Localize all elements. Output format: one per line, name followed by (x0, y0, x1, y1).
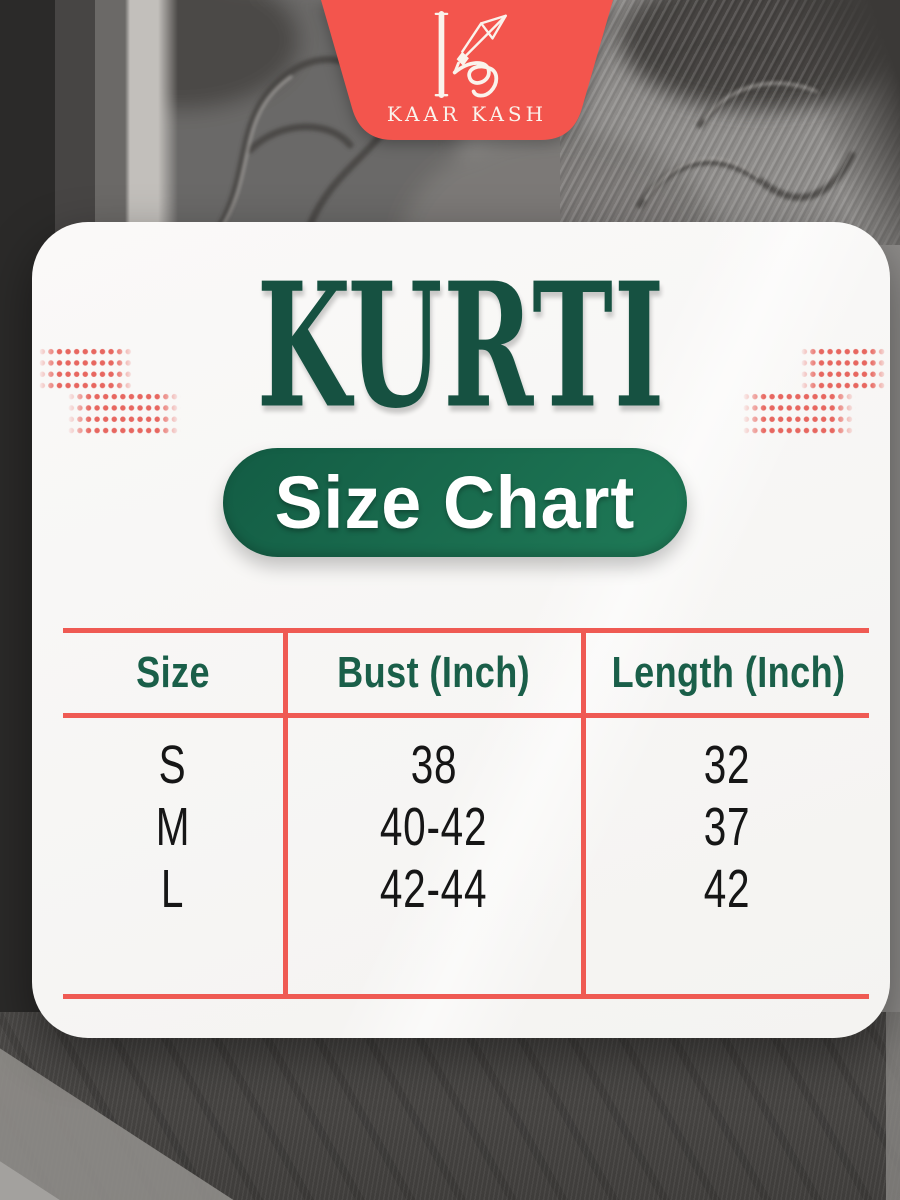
size-table: Size Bust (Inch) Length (Inch) S 38 32 M… (63, 628, 869, 999)
col-header-length: Length (Inch) (583, 630, 869, 718)
badge-ribbon-shape (321, 0, 613, 140)
size-chart-card: KURTI Size Chart Size Bust (Inch) Length… (32, 222, 890, 1038)
col-header-size-label: Size (135, 648, 210, 697)
dots-decoration-left-top (38, 346, 134, 392)
background-fabric-fold (0, 1012, 244, 1200)
table-row-m: M 40-42 37 (63, 796, 869, 858)
length-value: 42 (703, 859, 751, 919)
cell-length: 32 (583, 716, 869, 797)
cell-bust: 42-44 (282, 858, 586, 920)
bust-value: 38 (410, 735, 458, 795)
cell-bust: 40-42 (282, 796, 586, 858)
bust-value: 42-44 (380, 859, 488, 919)
col-header-bust: Bust (Inch) (282, 630, 586, 718)
size-chart-pill-label: Size Chart (274, 461, 636, 544)
col-header-bust-label: Bust (Inch) (337, 648, 531, 697)
dots-decoration-left-bottom (67, 391, 181, 437)
cell-size: M (63, 796, 285, 858)
length-value: 37 (703, 797, 751, 857)
background-fabric-drape (560, 0, 900, 245)
table-spacer-row (63, 920, 869, 996)
table-row-s: S 38 32 (63, 715, 869, 797)
cell-length: 42 (583, 858, 869, 920)
col-header-size: Size (63, 630, 285, 718)
size-value: M (155, 797, 190, 857)
size-value: L (161, 859, 185, 919)
brand-name: KAAR KASH (386, 102, 548, 126)
col-header-length-label: Length (Inch) (611, 648, 845, 697)
table-row-l: L 42-44 42 (63, 858, 869, 920)
cell-size: L (63, 858, 285, 920)
cell-size: S (63, 716, 285, 797)
quill-k-monogram-icon (434, 11, 507, 99)
cell-bust: 38 (282, 715, 586, 796)
dots-decoration-right-top (800, 346, 888, 392)
brand-badge: KAAR KASH (315, 0, 619, 142)
size-value: S (158, 735, 187, 795)
product-title: KURTI (256, 245, 666, 447)
length-value: 32 (703, 735, 751, 795)
bust-value: 40-42 (380, 797, 488, 857)
table-header-row: Size Bust (Inch) Length (Inch) (63, 630, 869, 718)
size-chart-pill: Size Chart (223, 448, 687, 557)
cell-length: 37 (583, 796, 869, 858)
dots-decoration-right-bottom (742, 391, 856, 437)
background-bottom-fabric (0, 1012, 900, 1200)
